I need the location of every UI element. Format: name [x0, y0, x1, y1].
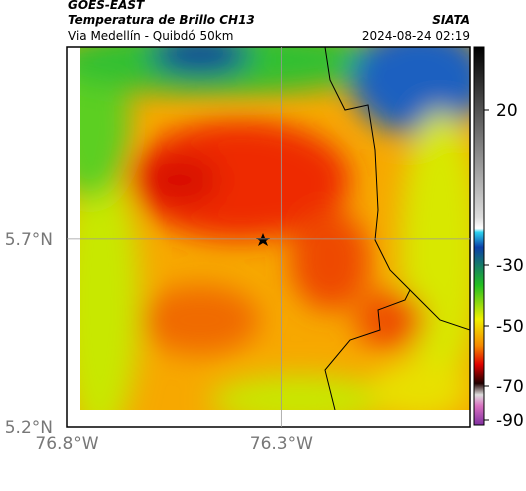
colorbar-tick-label: 20 [496, 101, 518, 121]
map-frame [66, 46, 471, 428]
source: SIATA [432, 13, 470, 27]
colorbar [473, 46, 485, 426]
brightness-field [80, 47, 470, 410]
y-tick-label: 5.2°N [5, 418, 53, 438]
colorbar-tick-label: -70 [496, 377, 524, 397]
title: Temperatura de Brillo CH13 [68, 13, 255, 27]
subtitle: Via Medellín - Quibdó 50km [68, 29, 233, 43]
x-tick-label: 76.8°W [35, 434, 98, 454]
colorbar-tick-label: -50 [496, 317, 524, 337]
colorbar-tick-label: -90 [496, 411, 524, 431]
location-marker [256, 233, 270, 246]
timestamp: 2024-08-24 02:19 [362, 29, 470, 43]
y-tick-label: 5.7°N [5, 230, 53, 250]
colorbar-tick-label: -30 [496, 256, 524, 276]
x-tick-label: 76.3°W [250, 434, 313, 454]
satellite: GOES-EAST [68, 0, 145, 12]
